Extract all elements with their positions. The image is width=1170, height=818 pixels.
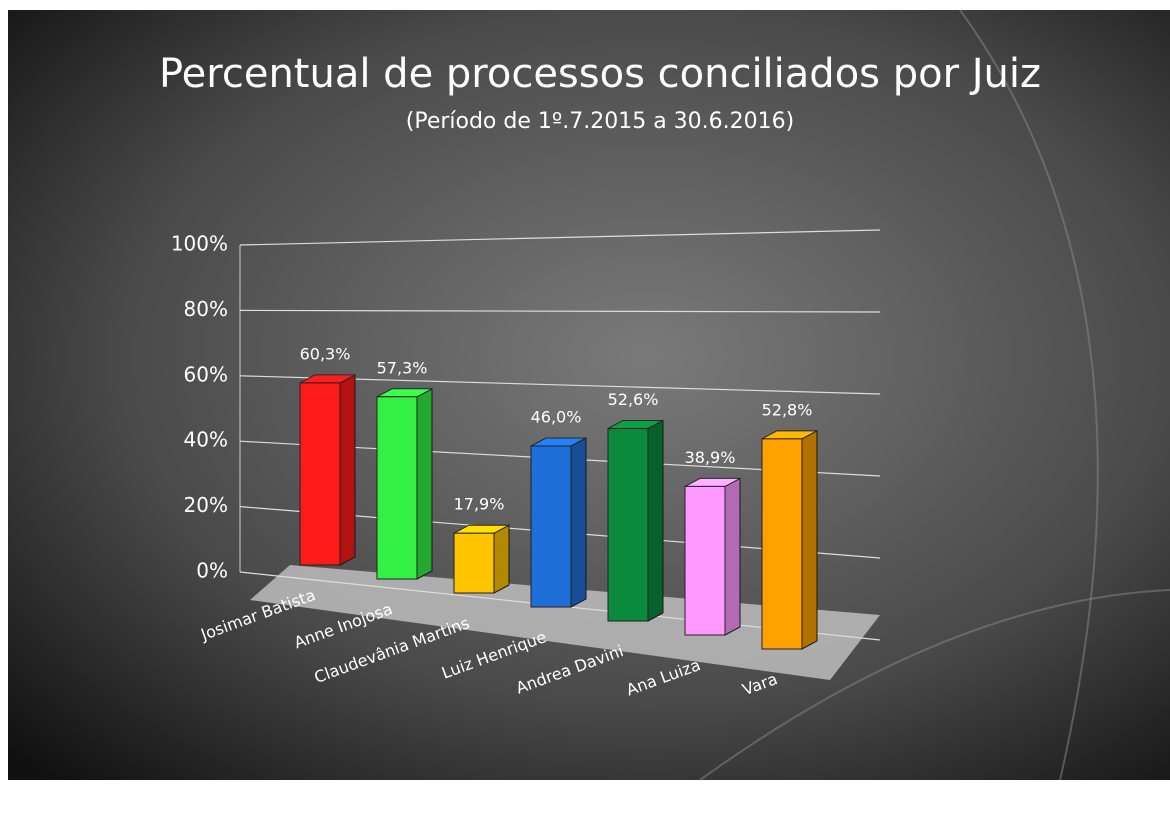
bar [299,382,341,566]
bar [453,532,495,594]
y-tick-label: 100% [171,232,228,256]
chart-title: Percentual de processos conciliados por … [159,51,1041,97]
decor-arc [959,9,1099,781]
y-tick-label: 60% [184,362,228,386]
bar-side [801,430,818,650]
bar-side [339,374,356,566]
grid-line [239,309,881,313]
value-label: 52,6% [608,390,659,409]
bar-side [416,387,433,580]
bar [530,445,572,608]
value-label: 46,0% [531,408,582,427]
y-tick-label: 0% [196,559,228,583]
bar [761,438,803,650]
value-label: 52,8% [762,400,813,419]
y-tick-label: 20% [184,493,228,517]
grid-line [239,229,881,246]
floor [250,565,880,680]
bar-side [493,524,510,594]
y-tick-label: 80% [184,297,228,321]
value-label: 17,9% [454,495,505,514]
chart-subtitle: (Período de 1º.7.2015 a 30.6.2016) [406,109,794,134]
bar [607,427,649,622]
decor-arc [699,589,1170,781]
value-label: 60,3% [300,344,351,363]
bar-side [570,437,587,608]
value-label: 57,3% [377,358,428,377]
value-label: 38,9% [685,448,736,467]
slide-background [8,10,1170,780]
bar-side [647,419,664,622]
y-tick-label: 40% [184,428,228,452]
bar [684,485,726,636]
bar-side [724,477,741,636]
bar [376,396,418,580]
